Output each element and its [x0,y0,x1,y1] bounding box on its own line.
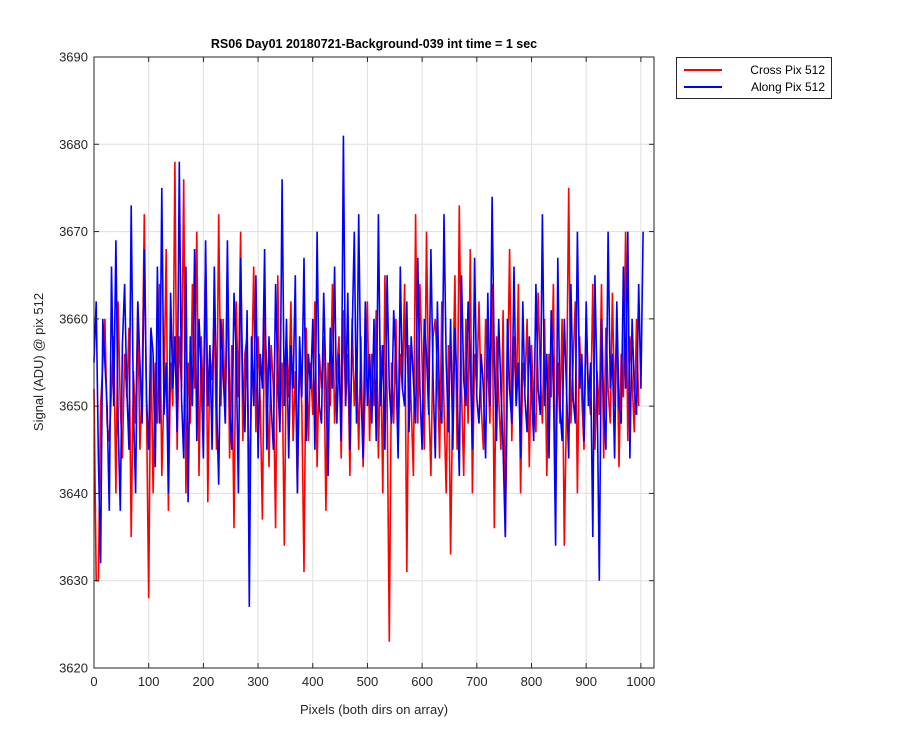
x-tick-label: 0 [90,674,97,689]
x-tick-label: 700 [466,674,488,689]
x-tick-label: 500 [357,674,379,689]
series-layer [93,135,644,642]
x-axis-label: Pixels (both dirs on array) [300,702,448,717]
legend-entry-along: Along Pix 512 [677,79,831,95]
y-tick-label: 3630 [59,573,88,588]
y-axis-label: Signal (ADU) @ pix 512 [31,293,46,431]
x-tick-label: 100 [138,674,160,689]
legend: Cross Pix 512 Along Pix 512 [676,57,832,99]
y-tick-label: 3680 [59,137,88,152]
y-tick-label: 3620 [59,661,88,676]
x-tick-label: 800 [521,674,543,689]
x-tick-label: 1000 [626,674,655,689]
tick-labels: 0 100 200 300 400 500 600 700 800 900 1000 3620 3630… [59,50,655,690]
x-tick-label: 200 [193,674,215,689]
chart-title: RS06 Day01 20180721-Background-039 int t… [211,37,537,51]
x-tick-label: 300 [247,674,269,689]
y-tick-label: 3690 [59,50,88,65]
y-tick-label: 3670 [59,224,88,239]
x-tick-label: 400 [302,674,324,689]
x-tick-label: 900 [575,674,597,689]
legend-label-along: Along Pix 512 [750,80,825,94]
axes-box [93,56,655,669]
y-tick-label: 3660 [59,311,88,326]
legend-label-cross: Cross Pix 512 [750,63,825,77]
axes [93,56,655,669]
series-line-along [93,135,644,607]
legend-swatch-cross [684,69,722,71]
legend-entry-cross: Cross Pix 512 [677,62,831,78]
x-tick-label: 600 [411,674,433,689]
y-tick-label: 3650 [59,399,88,414]
legend-swatch-along [684,86,722,88]
y-tick-label: 3640 [59,486,88,501]
